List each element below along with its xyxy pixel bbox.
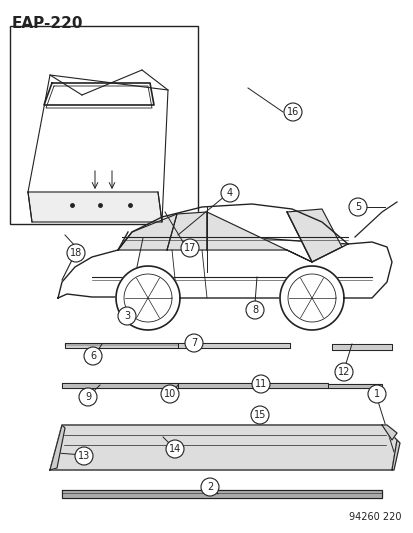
Polygon shape — [381, 425, 396, 440]
Circle shape — [348, 198, 366, 216]
Polygon shape — [286, 209, 341, 262]
Circle shape — [180, 239, 199, 257]
Polygon shape — [65, 343, 178, 348]
Text: 13: 13 — [78, 451, 90, 461]
Text: 7: 7 — [190, 338, 197, 348]
Polygon shape — [118, 214, 177, 250]
Circle shape — [245, 301, 263, 319]
Text: 5: 5 — [354, 202, 360, 212]
Polygon shape — [50, 425, 65, 470]
Polygon shape — [391, 440, 399, 470]
Text: 2: 2 — [206, 482, 213, 492]
Circle shape — [221, 184, 238, 202]
Circle shape — [201, 478, 218, 496]
Text: 16: 16 — [286, 107, 299, 117]
Circle shape — [252, 375, 269, 393]
Circle shape — [334, 363, 352, 381]
Text: 6: 6 — [90, 351, 96, 361]
Text: 10: 10 — [164, 389, 176, 399]
Polygon shape — [331, 344, 391, 350]
Text: 18: 18 — [70, 248, 82, 258]
Text: 94260 220: 94260 220 — [349, 512, 401, 522]
Circle shape — [75, 447, 93, 465]
Circle shape — [166, 440, 183, 458]
Text: EAP-220: EAP-220 — [12, 16, 83, 31]
Text: 14: 14 — [169, 444, 181, 454]
Text: 9: 9 — [85, 392, 91, 402]
Circle shape — [250, 406, 268, 424]
Circle shape — [67, 244, 85, 262]
Polygon shape — [178, 383, 327, 388]
Polygon shape — [178, 343, 289, 348]
Circle shape — [185, 334, 202, 352]
Circle shape — [118, 307, 136, 325]
Text: 3: 3 — [123, 311, 130, 321]
Polygon shape — [327, 384, 381, 388]
Polygon shape — [62, 490, 381, 498]
Circle shape — [84, 347, 102, 365]
Circle shape — [161, 385, 178, 403]
Text: 12: 12 — [337, 367, 349, 377]
Text: 1: 1 — [373, 389, 379, 399]
Text: 15: 15 — [253, 410, 266, 420]
Circle shape — [283, 103, 301, 121]
Text: 8: 8 — [252, 305, 257, 315]
Bar — [10, 26, 197, 224]
Circle shape — [79, 388, 97, 406]
Polygon shape — [279, 266, 343, 330]
Polygon shape — [206, 212, 311, 262]
Text: 4: 4 — [226, 188, 233, 198]
Polygon shape — [58, 237, 391, 298]
Polygon shape — [62, 383, 178, 388]
Polygon shape — [50, 425, 396, 470]
Polygon shape — [116, 266, 180, 330]
Polygon shape — [28, 192, 161, 222]
Circle shape — [367, 385, 385, 403]
Text: 11: 11 — [254, 379, 266, 389]
Text: 17: 17 — [183, 243, 196, 253]
Polygon shape — [166, 212, 206, 250]
